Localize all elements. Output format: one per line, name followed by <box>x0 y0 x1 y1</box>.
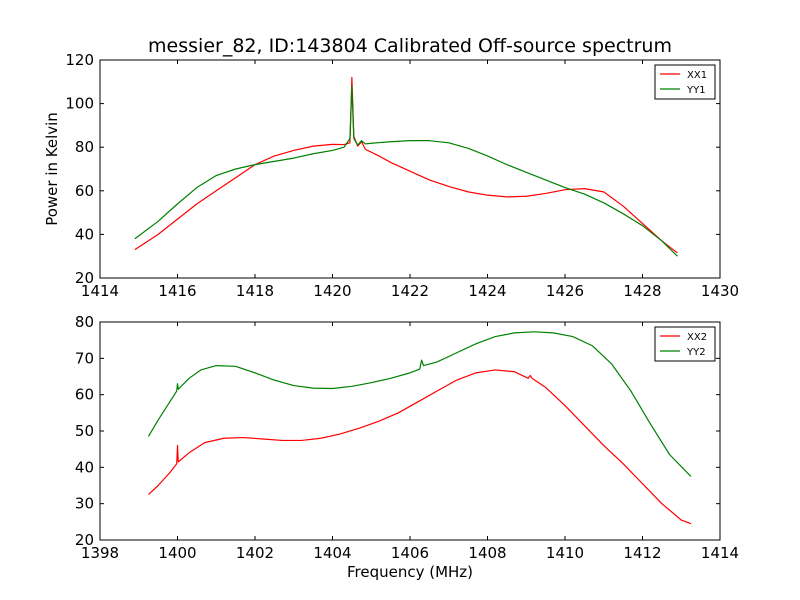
y-tick-label: 40 <box>75 458 94 476</box>
y-tick-label: 20 <box>75 531 94 549</box>
bottom-panel-xx2-yy2: 1398 1400 1402 1404 1406 1408 1410 1412 1414 20 30… <box>75 313 739 581</box>
legend-label-yy1: YY1 <box>686 85 706 96</box>
x-tick-label: 1406 <box>391 544 429 562</box>
legend-label-yy2: YY2 <box>686 347 706 358</box>
series-group <box>147 331 692 525</box>
x-tick-label: 1404 <box>313 544 351 562</box>
x-axis-label: Frequency (MHz) <box>347 563 473 581</box>
series-line-xx2 <box>148 369 692 525</box>
y-tick-label: 60 <box>75 182 94 200</box>
y-tick-label: 40 <box>75 225 94 243</box>
x-tick-label: 1410 <box>546 544 584 562</box>
x-tick-label: 1412 <box>623 544 661 562</box>
y-tick-label: 60 <box>75 386 94 404</box>
legend-label-xx2: XX2 <box>687 332 707 343</box>
series-group <box>134 76 678 257</box>
x-tick-label: 1398 <box>81 544 119 562</box>
top-panel-xx1-yy1: 1414 1416 1418 1420 1422 1424 1426 1428 1430 20 40… <box>43 51 739 300</box>
y-tick-label: 80 <box>75 313 94 331</box>
x-tick-label: 1424 <box>468 282 506 300</box>
x-tick-label: 1414 <box>81 282 119 300</box>
legend-label-xx1: XX1 <box>687 70 707 81</box>
y-tick-label: 20 <box>75 269 94 287</box>
y-tick-label: 120 <box>65 51 94 69</box>
x-tick-label: 1402 <box>236 544 274 562</box>
y-tick-label: 50 <box>75 422 94 440</box>
y-tick-label: 100 <box>65 95 94 113</box>
y-tick-label: 30 <box>75 495 94 513</box>
series-line-yy2 <box>147 331 692 477</box>
x-tick-label: 1400 <box>158 544 196 562</box>
y-tick-label: 70 <box>75 349 94 367</box>
y-axis-label: Power in Kelvin <box>43 112 61 226</box>
y-tick-label: 80 <box>75 138 94 156</box>
x-tick-label: 1414 <box>701 544 739 562</box>
x-tick-label: 1418 <box>236 282 274 300</box>
x-tick-label: 1408 <box>468 544 506 562</box>
x-tick-label: 1428 <box>623 282 661 300</box>
series-line-yy1 <box>134 85 678 257</box>
x-tick-label: 1420 <box>313 282 351 300</box>
x-tick-label: 1430 <box>701 282 739 300</box>
x-tick-label: 1426 <box>546 282 584 300</box>
legend-box <box>654 64 716 100</box>
legend-box <box>654 326 716 362</box>
x-tick-label: 1422 <box>391 282 429 300</box>
chart-title: messier_82, ID:143804 Calibrated Off-sou… <box>148 35 672 57</box>
x-tick-label: 1416 <box>158 282 196 300</box>
